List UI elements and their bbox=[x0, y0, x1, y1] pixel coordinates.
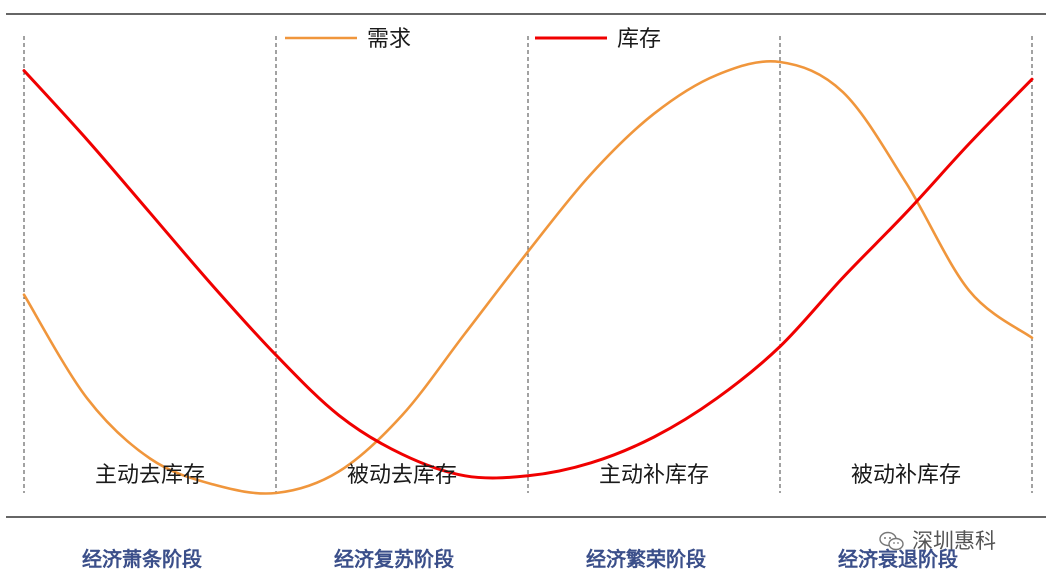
stage-label: 经济复苏阶段 bbox=[334, 547, 454, 571]
phase-label: 主动去库存 bbox=[95, 463, 205, 488]
phase-label: 主动补库存 bbox=[599, 463, 709, 488]
stage-labels: 经济萧条阶段 经济复苏阶段 经济繁荣阶段 经济衰退阶段 bbox=[82, 547, 958, 571]
legend-label: 需求 bbox=[367, 27, 411, 52]
stage-label: 经济萧条阶段 bbox=[82, 547, 202, 571]
phase-label: 被动去库存 bbox=[347, 463, 457, 488]
phase-dividers bbox=[23, 36, 1033, 493]
series-lines bbox=[22, 60, 1034, 495]
wechat-icon bbox=[879, 531, 904, 551]
stage-label: 经济衰退阶段 bbox=[838, 547, 958, 571]
legend-label: 库存 bbox=[617, 27, 661, 52]
stage-label: 经济繁荣阶段 bbox=[586, 547, 706, 571]
inventory-line bbox=[22, 69, 1034, 480]
legend: 需求 库存 bbox=[285, 27, 661, 52]
watermark: 深圳惠科 bbox=[879, 529, 996, 553]
phase-labels: 主动去库存 被动去库存 主动补库存 被动补库存 bbox=[95, 463, 961, 488]
demand-line bbox=[22, 60, 1034, 495]
phase-label: 被动补库存 bbox=[851, 463, 961, 488]
watermark-text: 深圳惠科 bbox=[912, 529, 996, 553]
